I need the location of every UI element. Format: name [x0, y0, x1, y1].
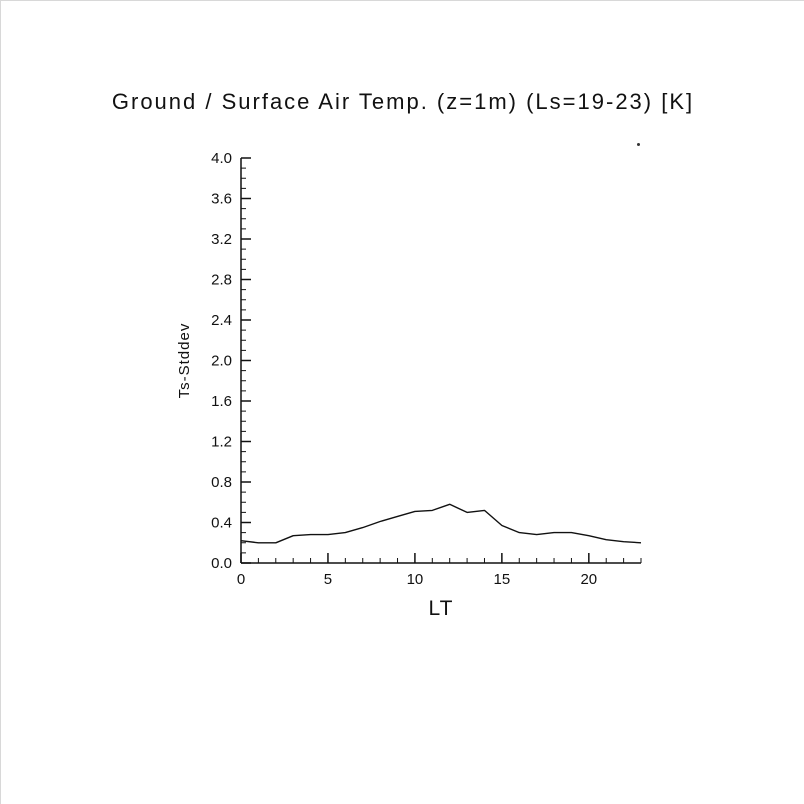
x-axis-label: LT — [429, 597, 454, 620]
x-tick-label: 0 — [237, 571, 245, 588]
y-tick-label: 0.8 — [211, 474, 232, 491]
data-line — [240, 503, 642, 544]
y-tick-label: 4.0 — [211, 150, 232, 167]
x-tick-label: 10 — [407, 571, 424, 588]
y-tick-label: 1.2 — [211, 434, 232, 451]
y-axis-label: Ts-Stddev — [176, 323, 193, 399]
y-tick-label: 0.0 — [211, 555, 232, 572]
x-tick-label: 15 — [494, 571, 511, 588]
y-tick-label: 0.4 — [211, 515, 232, 532]
y-tick-label: 1.6 — [211, 393, 232, 410]
y-tick-label: 3.2 — [211, 231, 232, 248]
chart-title: Ground / Surface Air Temp. (z=1m) (Ls=19… — [111, 89, 695, 114]
x-tick-label: 5 — [324, 571, 332, 588]
y-tick-label: 3.6 — [211, 191, 232, 208]
y-tick-label: 2.8 — [211, 272, 232, 289]
y-tick-label: 2.0 — [211, 353, 232, 370]
x-tick-label: 20 — [580, 571, 597, 588]
stray-mark-dot — [637, 143, 640, 146]
y-tick-label: 2.4 — [211, 312, 232, 329]
